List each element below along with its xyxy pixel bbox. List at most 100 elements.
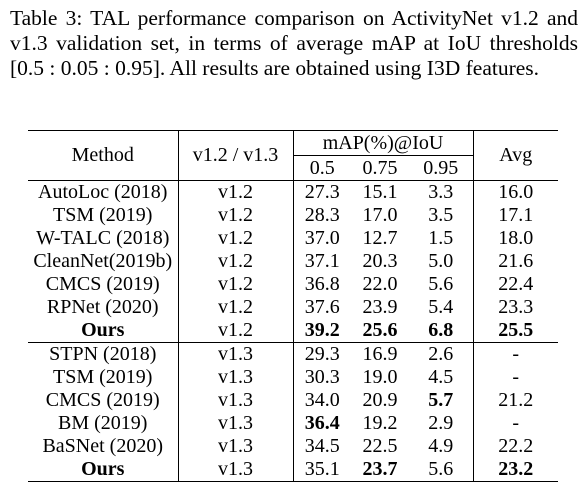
cell-map-0-95: 6.8 (409, 319, 474, 343)
cell-map-0-75: 20.3 (362, 250, 398, 272)
cell-avg: 16.0 (473, 180, 558, 204)
cell-avg: - (473, 342, 558, 366)
cell-method: BM (2019) (28, 412, 179, 435)
table-caption: Table 3: TAL performance comparison on A… (10, 6, 578, 80)
cell-map-0-75: 15.1 (351, 180, 409, 204)
cell-map-0-5: 28.3 (304, 204, 340, 226)
cell-version: v1.2 (178, 227, 294, 250)
cell-map-0-75: 25.6 (362, 319, 398, 341)
cell-map-0-95: 4.9 (409, 435, 474, 458)
header-map-group: mAP(%)@IoU (293, 130, 474, 156)
cell-map-0-75: 19.2 (362, 412, 398, 434)
cell-avg: 18.0 (498, 227, 534, 249)
cell-map-0-5: 29.3 (293, 342, 351, 366)
cell-version: v1.3 (178, 342, 294, 366)
cell-avg: 22.4 (498, 273, 534, 295)
cell-map-0-95: 5.7 (409, 389, 474, 412)
cell-avg: 23.2 (473, 458, 558, 482)
header-version: v1.2 / v1.3 (178, 130, 294, 181)
cell-avg: 21.6 (498, 250, 534, 272)
cell-avg: - (512, 366, 520, 388)
cell-avg: 22.2 (498, 435, 534, 457)
cell-map-0-95: 2.9 (409, 412, 474, 435)
header-iou-0-95: 0.95 (409, 155, 474, 181)
table-row: RPNet (2020) v1.2 37.6 23.9 5.4 23.3 (28, 296, 558, 319)
cell-map-0-5: 34.0 (304, 389, 340, 411)
cell-map-0-5: 37.1 (304, 250, 340, 272)
cell-map-0-95: 2.6 (409, 342, 474, 366)
cell-map-0-95: 3.5 (409, 204, 474, 227)
cell-map-0-5: 36.8 (304, 273, 340, 295)
cell-map-0-75: 19.0 (362, 366, 398, 388)
header-method: Method (28, 130, 179, 181)
cell-map-0-75: 17.0 (362, 204, 398, 226)
cell-map-0-5: 39.2 (304, 319, 340, 341)
cell-avg: 23.3 (498, 296, 534, 318)
cell-map-0-95: 5.0 (409, 250, 474, 273)
cell-map-0-75: 23.9 (362, 296, 398, 318)
cell-method: TSM (2019) (28, 366, 179, 389)
cell-version: v1.3 (178, 435, 294, 458)
cell-version: v1.2 (178, 273, 294, 296)
cell-method: TSM (2019) (28, 204, 179, 227)
cell-map-0-5: 34.5 (304, 435, 340, 457)
cell-map-0-75: 22.5 (362, 435, 398, 457)
header-avg: Avg (473, 130, 558, 181)
cell-version: v1.3 (178, 389, 294, 412)
cell-method: CMCS (2019) (28, 273, 179, 296)
cell-version: v1.3 (178, 412, 294, 435)
cell-map-0-5: 37.0 (304, 227, 340, 249)
cell-version: v1.3 (178, 366, 294, 389)
cell-method: CMCS (2019) (28, 389, 179, 412)
table-row: AutoLoc (2018) v1.2 27.3 15.1 3.3 16.0 (28, 180, 558, 204)
table-row: CMCS (2019) v1.3 34.0 20.9 5.7 21.2 (28, 389, 558, 412)
table-row: CMCS (2019) v1.2 36.8 22.0 5.6 22.4 (28, 273, 558, 296)
cell-map-0-5: 30.3 (304, 366, 340, 388)
cell-version: v1.2 (178, 204, 294, 227)
cell-method: BaSNet (2020) (28, 435, 179, 458)
cell-map-0-95: 5.6 (409, 458, 474, 482)
cell-map-0-75: 20.9 (362, 389, 398, 411)
header-iou-0-75: 0.75 (362, 156, 398, 179)
cell-method: RPNet (2020) (28, 296, 179, 319)
table-row: CleanNet(2019b) v1.2 37.1 20.3 5.0 21.6 (28, 250, 558, 273)
cell-avg: 25.5 (498, 319, 534, 341)
cell-avg: 21.2 (498, 389, 534, 411)
table-row: Ours v1.2 39.2 25.6 6.8 25.5 (28, 319, 558, 343)
cell-version: v1.2 (178, 250, 294, 273)
cell-map-0-95: 5.6 (409, 273, 474, 296)
cell-map-0-5: 36.4 (304, 412, 340, 434)
results-table: Method v1.2 / v1.3 mAP(%)@IoU Avg 0.5 0.… (28, 130, 558, 482)
cell-version: v1.2 (178, 180, 294, 204)
cell-method: STPN (2018) (28, 342, 179, 366)
header-iou-0-5: 0.5 (309, 156, 335, 179)
table-row: BaSNet (2020) v1.3 34.5 22.5 4.9 22.2 (28, 435, 558, 458)
cell-map-0-75: 12.7 (362, 227, 398, 249)
cell-map-0-5: 27.3 (293, 180, 351, 204)
cell-avg: 17.1 (498, 204, 534, 226)
results-table-container: Method v1.2 / v1.3 mAP(%)@IoU Avg 0.5 0.… (28, 130, 558, 482)
table-row: STPN (2018) v1.3 29.3 16.9 2.6 - (28, 342, 558, 366)
cell-map-0-95: 4.5 (409, 366, 474, 389)
cell-avg: - (512, 412, 520, 434)
table-row: TSM (2019) v1.2 28.3 17.0 3.5 17.1 (28, 204, 558, 227)
cell-map-0-75: 23.7 (351, 458, 409, 482)
cell-map-0-95: 5.4 (409, 296, 474, 319)
cell-method: Ours (28, 458, 179, 482)
cell-map-0-75: 16.9 (351, 342, 409, 366)
table-row: W-TALC (2018) v1.2 37.0 12.7 1.5 18.0 (28, 227, 558, 250)
cell-map-0-5: 37.6 (304, 296, 340, 318)
table-row: Ours v1.3 35.1 23.7 5.6 23.2 (28, 458, 558, 482)
table-row: BM (2019) v1.3 36.4 19.2 2.9 - (28, 412, 558, 435)
cell-method: Ours (28, 319, 179, 343)
cell-map-0-5: 35.1 (293, 458, 351, 482)
cell-method: AutoLoc (2018) (28, 180, 179, 204)
cell-map-0-75: 22.0 (362, 273, 398, 295)
cell-method: W-TALC (2018) (28, 227, 179, 250)
cell-version: v1.2 (178, 296, 294, 319)
cell-map-0-95: 3.3 (409, 180, 474, 204)
cell-method: CleanNet(2019b) (28, 250, 179, 273)
cell-map-0-95: 1.5 (409, 227, 474, 250)
cell-version: v1.2 (178, 319, 294, 343)
cell-version: v1.3 (178, 458, 294, 482)
